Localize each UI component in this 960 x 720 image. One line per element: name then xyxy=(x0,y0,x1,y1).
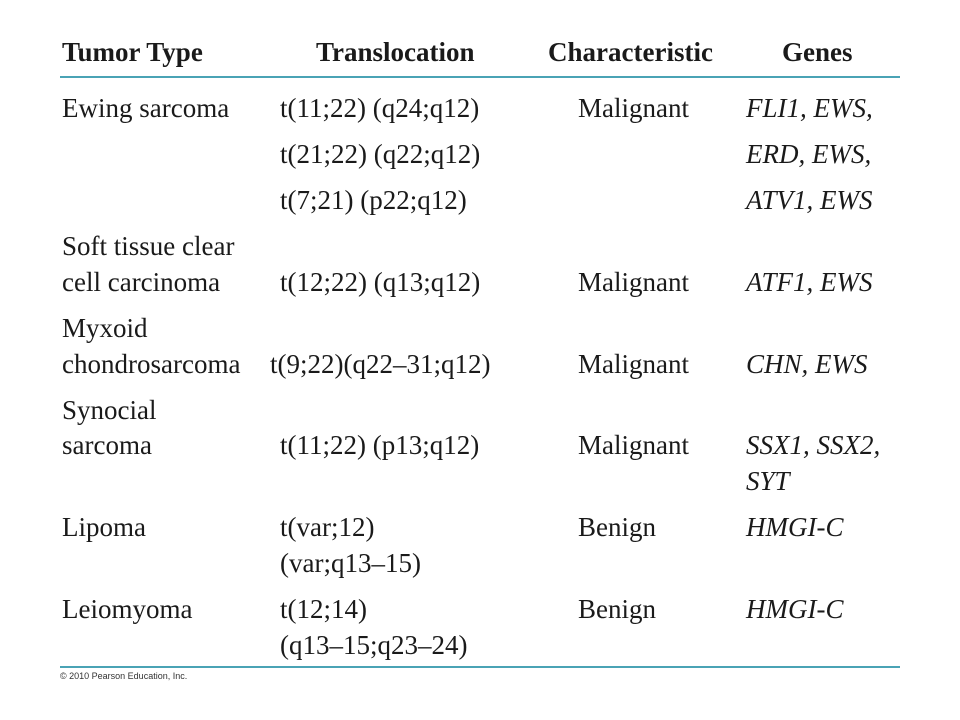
header-tumor-type: Tumor Type xyxy=(62,37,203,67)
copyright-notice: © 2010 Pearson Education, Inc. xyxy=(60,671,188,681)
cell-characteristic: Malignant xyxy=(578,349,689,379)
header-genes: Genes xyxy=(782,37,853,67)
cell-translocation: (q13–15;q23–24) xyxy=(280,630,468,660)
cell-tumor: chondrosarcoma xyxy=(62,349,241,379)
cell-genes: FLI1, EWS, xyxy=(746,93,873,123)
cell-characteristic: Malignant xyxy=(578,430,689,460)
header-characteristic: Characteristic xyxy=(548,37,713,67)
cell-tumor: Leiomyoma xyxy=(62,594,193,624)
cell-translocation: t(7;21) (p22;q12) xyxy=(280,185,467,215)
cell-genes: HMGI-C xyxy=(746,594,844,624)
cell-genes: HMGI-C xyxy=(746,512,844,542)
cell-characteristic: Malignant xyxy=(578,267,689,297)
cell-translocation: t(12;22) (q13;q12) xyxy=(280,267,481,297)
cell-genes: CHN, EWS xyxy=(746,349,868,379)
cell-translocation: t(12;14) xyxy=(280,594,367,624)
cell-tumor: Myxoid xyxy=(62,313,148,343)
cell-genes: ERD, EWS, xyxy=(746,139,872,169)
cell-tumor: Ewing sarcoma xyxy=(62,93,230,123)
header-rule xyxy=(60,76,900,78)
cell-tumor: Synocial xyxy=(62,395,157,425)
cell-tumor: Soft tissue clear xyxy=(62,231,235,261)
cell-genes: SSX1, SSX2, xyxy=(746,430,881,460)
cell-translocation: t(21;22) (q22;q12) xyxy=(280,139,481,169)
cell-translocation: t(11;22) (p13;q12) xyxy=(280,430,480,460)
cell-translocation: t(11;22) (q24;q12) xyxy=(280,93,480,123)
cell-genes: SYT xyxy=(746,466,790,496)
footer-rule xyxy=(60,666,900,668)
cell-genes: ATV1, EWS xyxy=(746,185,873,215)
cell-translocation: t(var;12) xyxy=(280,512,375,542)
cell-characteristic: Malignant xyxy=(578,93,689,123)
cell-tumor: Lipoma xyxy=(62,512,146,542)
cell-translocation: t(9;22)(q22–31;q12) xyxy=(270,349,491,379)
cell-translocation: (var;q13–15) xyxy=(280,548,421,578)
header-translocation: Translocation xyxy=(316,37,475,67)
cell-genes: ATF1, EWS xyxy=(746,267,873,297)
cell-tumor: cell carcinoma xyxy=(62,267,221,297)
cell-tumor: sarcoma xyxy=(62,430,152,460)
cell-characteristic: Benign xyxy=(578,512,656,542)
cell-characteristic: Benign xyxy=(578,594,656,624)
